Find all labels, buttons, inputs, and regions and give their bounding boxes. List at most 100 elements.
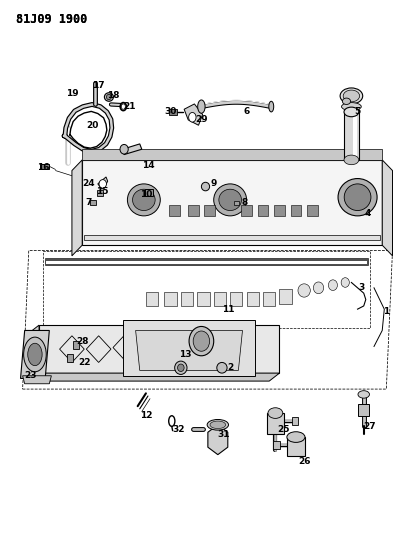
- Ellipse shape: [219, 189, 242, 211]
- Text: 5: 5: [354, 108, 361, 116]
- Bar: [258, 205, 268, 216]
- Text: 24: 24: [82, 180, 95, 188]
- Bar: [73, 341, 79, 349]
- Polygon shape: [382, 160, 393, 256]
- Ellipse shape: [106, 94, 111, 100]
- Text: 26: 26: [298, 457, 310, 465]
- Polygon shape: [23, 376, 51, 384]
- Bar: [241, 205, 252, 216]
- Polygon shape: [39, 325, 279, 373]
- Bar: [181, 292, 193, 306]
- Text: 25: 25: [277, 425, 290, 433]
- Bar: [274, 205, 285, 216]
- Bar: [291, 205, 301, 216]
- Polygon shape: [136, 330, 242, 370]
- Polygon shape: [72, 160, 82, 256]
- Ellipse shape: [342, 102, 361, 110]
- Bar: [169, 205, 180, 216]
- Ellipse shape: [99, 180, 106, 188]
- Text: 12: 12: [140, 411, 152, 420]
- Bar: [90, 200, 96, 205]
- Ellipse shape: [121, 104, 125, 109]
- Ellipse shape: [298, 284, 310, 297]
- Text: 31: 31: [218, 430, 230, 439]
- Text: 21: 21: [123, 102, 136, 111]
- Ellipse shape: [210, 421, 226, 429]
- Text: 19: 19: [66, 89, 78, 98]
- Ellipse shape: [24, 337, 46, 372]
- Text: 27: 27: [364, 422, 376, 431]
- Text: 14: 14: [142, 161, 154, 169]
- Ellipse shape: [214, 184, 247, 216]
- Bar: [287, 437, 305, 456]
- Ellipse shape: [201, 182, 210, 191]
- Text: 4: 4: [365, 209, 371, 217]
- Ellipse shape: [189, 112, 196, 122]
- Bar: [188, 205, 199, 216]
- Ellipse shape: [120, 144, 128, 154]
- Bar: [214, 292, 226, 306]
- Ellipse shape: [269, 101, 274, 112]
- Polygon shape: [43, 251, 370, 328]
- Text: 2: 2: [227, 364, 233, 372]
- Polygon shape: [208, 425, 228, 455]
- Ellipse shape: [193, 331, 210, 351]
- Polygon shape: [23, 251, 393, 389]
- Ellipse shape: [287, 432, 305, 442]
- Text: 3: 3: [358, 284, 365, 292]
- Text: 13: 13: [179, 350, 191, 359]
- Ellipse shape: [175, 361, 187, 374]
- Bar: [267, 413, 284, 434]
- Text: 1: 1: [383, 308, 390, 316]
- Polygon shape: [82, 160, 382, 245]
- Text: 81J09 1900: 81J09 1900: [16, 13, 88, 26]
- Polygon shape: [98, 177, 108, 189]
- Text: 22: 22: [78, 358, 90, 367]
- Polygon shape: [184, 104, 203, 125]
- Bar: [234, 201, 239, 205]
- Bar: [97, 190, 103, 196]
- Bar: [197, 292, 210, 306]
- Text: 7: 7: [85, 198, 92, 207]
- Text: 20: 20: [86, 121, 99, 130]
- Text: 23: 23: [25, 372, 37, 380]
- Ellipse shape: [343, 90, 360, 102]
- Ellipse shape: [340, 88, 363, 104]
- Polygon shape: [29, 325, 39, 381]
- Bar: [247, 292, 259, 306]
- Polygon shape: [82, 149, 382, 160]
- Bar: [145, 189, 153, 196]
- Ellipse shape: [344, 107, 359, 117]
- Bar: [358, 404, 369, 416]
- Bar: [344, 112, 359, 160]
- Polygon shape: [122, 144, 142, 155]
- Text: 32: 32: [173, 425, 185, 433]
- Polygon shape: [45, 258, 368, 265]
- Bar: [263, 292, 275, 306]
- Ellipse shape: [358, 391, 369, 398]
- Ellipse shape: [341, 278, 349, 287]
- Ellipse shape: [344, 184, 371, 211]
- Text: 10: 10: [140, 190, 152, 199]
- Bar: [273, 441, 280, 449]
- Text: 28: 28: [76, 337, 88, 345]
- Bar: [307, 205, 318, 216]
- Ellipse shape: [313, 282, 324, 294]
- Text: 15: 15: [97, 188, 109, 196]
- Bar: [204, 205, 215, 216]
- Text: 18: 18: [107, 92, 119, 100]
- Text: 11: 11: [222, 305, 234, 313]
- Text: 8: 8: [241, 198, 248, 207]
- Bar: [67, 354, 73, 362]
- Bar: [292, 417, 298, 425]
- Polygon shape: [123, 320, 255, 376]
- Ellipse shape: [342, 98, 351, 104]
- Bar: [230, 292, 242, 306]
- Ellipse shape: [132, 189, 155, 211]
- Ellipse shape: [198, 100, 205, 114]
- Ellipse shape: [344, 155, 359, 165]
- Bar: [40, 164, 49, 169]
- Text: 81J09 1900: 81J09 1900: [16, 13, 88, 26]
- Ellipse shape: [104, 93, 113, 101]
- Ellipse shape: [338, 179, 377, 216]
